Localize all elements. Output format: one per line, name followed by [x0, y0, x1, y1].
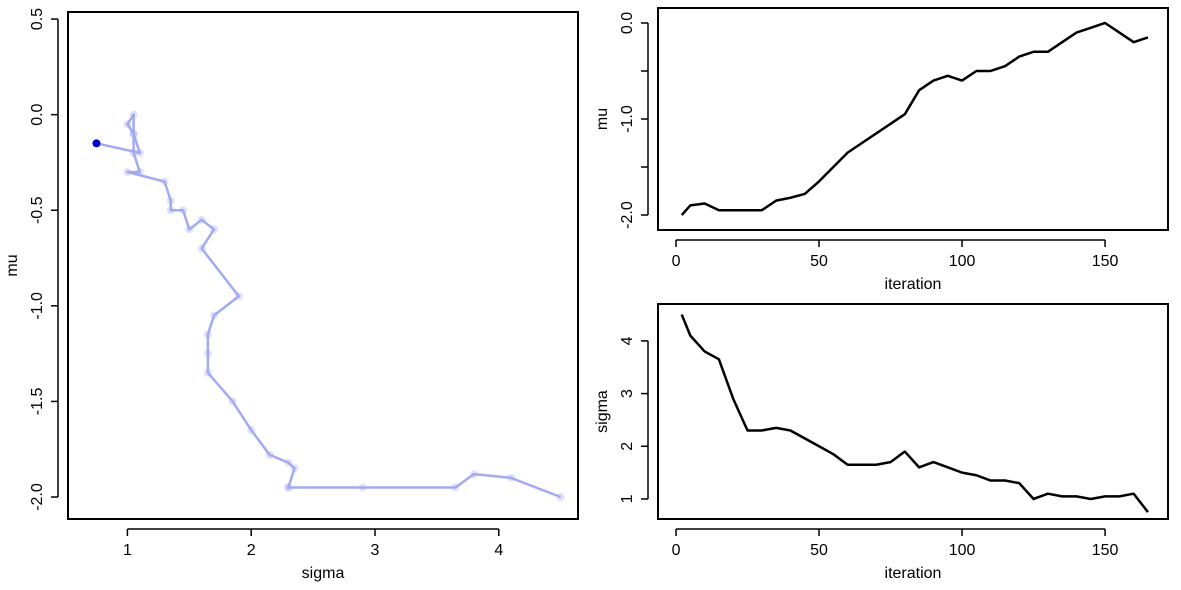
sample-point [265, 450, 274, 459]
sample-point [284, 483, 293, 492]
y-tick-label: 1 [619, 494, 636, 503]
sample-point [451, 483, 460, 492]
sample-point [358, 483, 367, 492]
sample-point [160, 177, 169, 186]
sample-point [228, 397, 237, 406]
x-tick-label: 0 [672, 542, 681, 559]
sample-point [129, 110, 138, 119]
sample-point [166, 206, 175, 215]
y-tick-label: 0.0 [29, 103, 46, 125]
sample-point [185, 225, 194, 234]
y-tick-label: 0.0 [619, 12, 636, 34]
sample-point [284, 458, 293, 467]
y-tick-label: 2 [619, 442, 636, 451]
sample-point [197, 244, 206, 253]
x-tick-label: 3 [371, 542, 380, 559]
sample-point [247, 426, 256, 435]
y-tick-label: -2.0 [29, 483, 46, 511]
sample-point [556, 493, 565, 502]
x-axis-title: iteration [885, 276, 942, 293]
y-tick-label: 0.5 [29, 8, 46, 30]
sample-point [210, 311, 219, 320]
y-tick-label: -1.0 [619, 105, 636, 133]
x-tick-label: 1 [123, 542, 132, 559]
sample-point [210, 225, 219, 234]
sample-point [234, 292, 243, 301]
sample-point [470, 470, 479, 479]
x-tick-label: 100 [949, 253, 976, 270]
x-tick-label: 50 [810, 253, 828, 270]
y-tick-label: 4 [619, 336, 636, 345]
x-tick-label: 100 [949, 542, 976, 559]
sample-point [135, 148, 144, 157]
x-axis-title: iteration [885, 565, 942, 582]
plot-frame [67, 11, 579, 520]
x-tick-label: 0 [672, 253, 681, 270]
sample-point [284, 483, 293, 492]
sample-point [129, 129, 138, 138]
sample-point [203, 368, 212, 377]
y-tick-label: -1.0 [29, 292, 46, 320]
sample-point [129, 129, 138, 138]
y-axis-title: mu [594, 108, 611, 130]
sample-point [123, 168, 132, 177]
trace-line [680, 21, 1149, 216]
sample-point [290, 464, 299, 473]
y-tick-label: -0.5 [29, 196, 46, 224]
y-axis-title: mu [4, 254, 21, 276]
trace-line [680, 314, 1149, 513]
x-tick-label: 4 [494, 542, 503, 559]
sample-point [203, 349, 212, 358]
x-tick-label: 150 [1092, 542, 1119, 559]
plot-frame [657, 7, 1169, 231]
trace-path [96, 113, 562, 499]
x-tick-label: 150 [1092, 253, 1119, 270]
sample-point [197, 215, 206, 224]
sample-point [135, 168, 144, 177]
sample-point [166, 196, 175, 205]
plot-frame [657, 303, 1169, 520]
y-tick-label: -1.5 [29, 388, 46, 416]
sample-point [129, 148, 138, 157]
y-tick-label: -2.0 [619, 201, 636, 229]
x-tick-label: 2 [247, 542, 256, 559]
y-tick-label: 3 [619, 389, 636, 398]
sample-point [179, 206, 188, 215]
sample-point [123, 120, 132, 129]
current-point [92, 139, 101, 148]
sample-point [507, 473, 516, 482]
y-axis-title: sigma [594, 390, 611, 433]
x-axis-title: sigma [302, 565, 345, 582]
x-tick-label: 50 [810, 542, 828, 559]
sample-point [203, 330, 212, 339]
